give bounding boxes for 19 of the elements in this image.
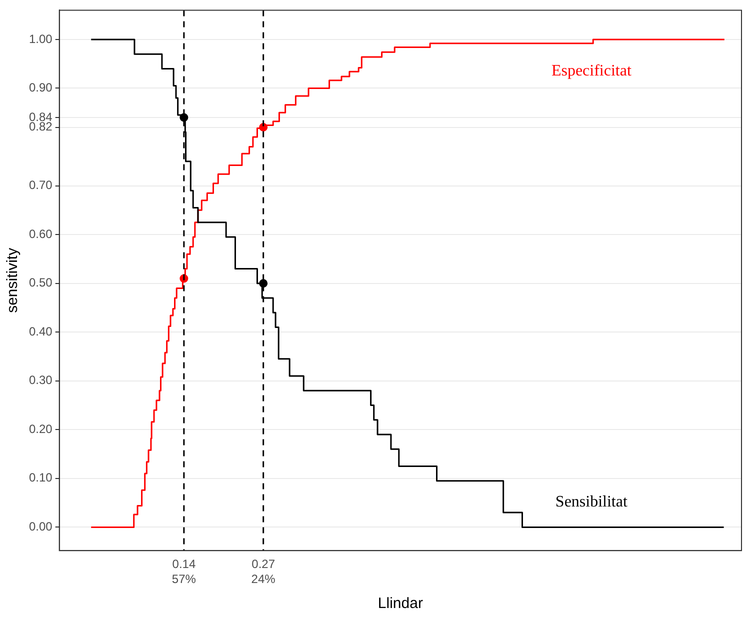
series-label: Especificitat — [551, 62, 632, 80]
y-tick-label: 0.82 — [28, 120, 53, 134]
y-tick-label: 0.10 — [28, 470, 53, 485]
text: 57% — [172, 572, 196, 586]
x-axis-title: Llindar — [378, 595, 423, 612]
y-tick-label: 0.70 — [28, 178, 53, 192]
y-tick-label: 0.00 — [28, 520, 53, 534]
y-tick-label: 0.50 — [28, 276, 53, 290]
y-tick-label: 0.60 — [28, 226, 53, 241]
y-tick-label: 0.40 — [28, 324, 53, 338]
y-axis-title: sensitivity — [4, 247, 22, 313]
y-tick-label: 1.00 — [28, 32, 53, 46]
y-tick-label: 0.20 — [28, 422, 53, 436]
y-tick-label: 0.90 — [28, 80, 53, 95]
y-tick-label: 0.30 — [28, 373, 53, 388]
series-label: Sensibilitat — [555, 493, 628, 510]
x-tick-label: 0.14 — [172, 557, 196, 572]
text: 24% — [251, 572, 276, 586]
x-tick-label: 0.27 — [252, 557, 276, 572]
